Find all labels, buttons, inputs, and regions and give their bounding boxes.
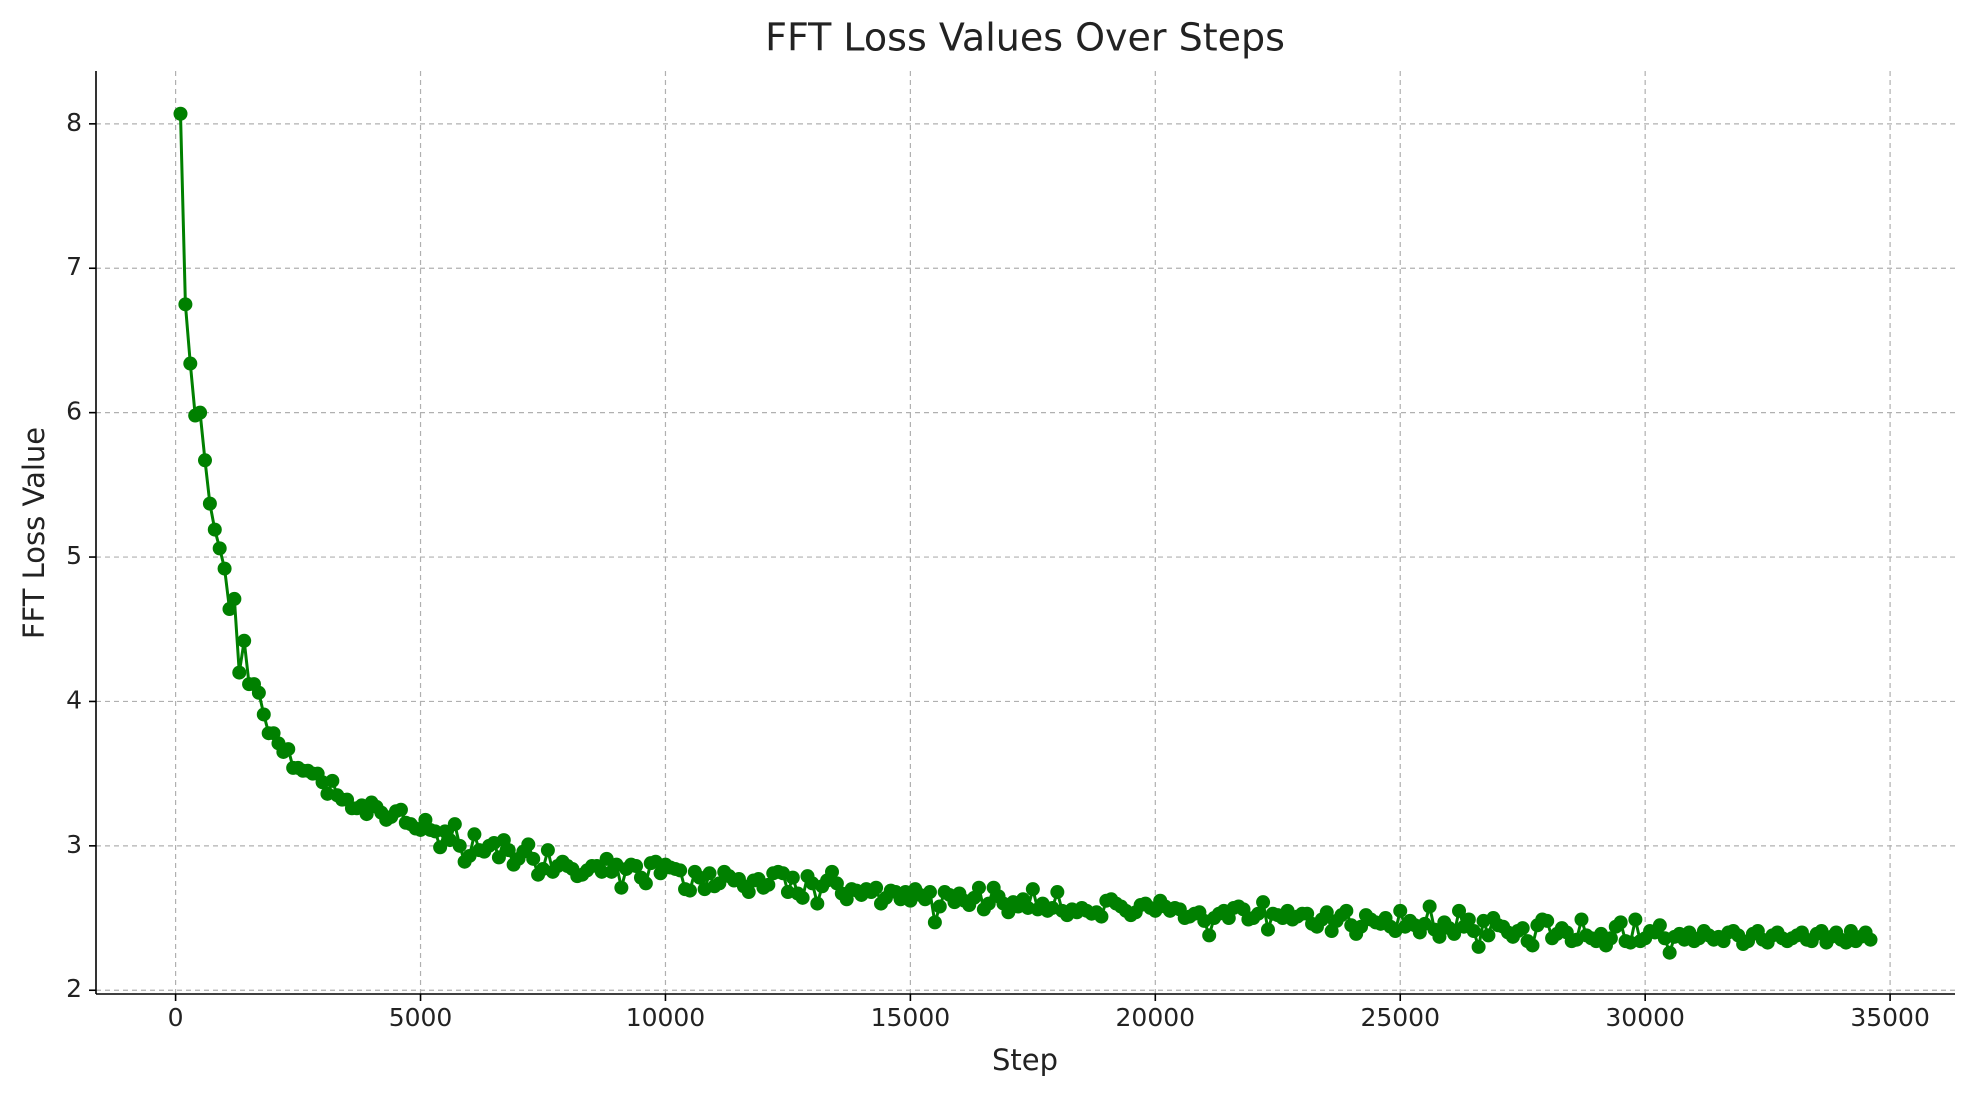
data-point [1652,918,1667,933]
data-point [178,297,193,312]
data-point [202,496,217,511]
data-point [702,866,717,881]
data-point [281,742,296,757]
data-point [467,827,482,842]
data-point [433,840,448,855]
data-point [1202,928,1217,943]
data-point [183,356,198,371]
data-point [173,106,188,121]
data-point [227,591,242,606]
data-point [1603,931,1618,946]
x-tick-label: 0 [168,1003,184,1032]
data-point [1339,903,1354,918]
data-point [594,864,609,879]
y-tick-label: 2 [66,974,82,1003]
data-point [1481,928,1496,943]
data-point [1447,926,1462,941]
data-point [232,665,247,680]
data-point [1050,885,1065,900]
y-tick-label: 3 [66,830,82,859]
data-point [932,899,947,914]
data-point [971,880,986,895]
data-point [428,824,443,839]
data-point [1354,919,1369,934]
x-tick-label: 25000 [1360,1003,1440,1032]
y-tick-label: 4 [66,685,82,714]
data-point [1471,939,1486,954]
data-point [1461,912,1476,927]
x-tick-label: 20000 [1116,1003,1196,1032]
data-point [761,877,776,892]
y-tick-label: 8 [66,108,82,137]
data-point [237,633,252,648]
data-point [712,876,727,891]
data-point [1256,895,1271,910]
x-tick-label: 10000 [626,1003,706,1032]
data-point [1432,929,1447,944]
y-tick-label: 6 [66,397,82,426]
data-point [682,883,697,898]
data-point [1319,905,1334,920]
data-point [741,885,756,900]
data-point [810,896,825,911]
data-point [325,773,340,788]
data-point [927,915,942,930]
x-tick-label: 30000 [1605,1003,1685,1032]
data-point [638,876,653,891]
data-point [1094,909,1109,924]
data-point [673,863,688,878]
data-point [1574,912,1589,927]
x-axis-label: Step [992,1043,1058,1077]
data-point [501,843,516,858]
data-point [521,837,536,852]
grid [96,71,1955,994]
data-point [447,817,462,832]
data-point [614,880,629,895]
data-point [785,870,800,885]
y-tick-label: 5 [66,541,82,570]
data-point [1466,924,1481,939]
data-point [869,880,884,895]
data-point [491,850,506,865]
data-point [795,890,810,905]
data-point [207,522,222,537]
data-point [452,838,467,853]
data-point [1540,913,1555,928]
data-point [197,453,212,468]
x-tick-label: 15000 [871,1003,951,1032]
data-point [1613,915,1628,930]
data-point [256,707,271,722]
data-point [1025,882,1040,897]
y-axis-label: FFT Loss Value [17,427,51,639]
data-point [1863,932,1878,947]
data-point [922,885,937,900]
data-point [1251,906,1266,921]
data-point [981,896,996,911]
data-point [251,685,266,700]
data-point [1452,903,1467,918]
data-point [1422,899,1437,914]
data-point [540,843,555,858]
x-tick-label: 35000 [1850,1003,1930,1032]
data-point [629,859,644,874]
data-point [1393,903,1408,918]
data-point [212,541,227,556]
data-point [359,807,374,822]
data-point [1260,922,1275,937]
data-point [1662,945,1677,960]
data-point [1515,921,1530,936]
data-point [1525,938,1540,953]
data-point [526,851,541,866]
x-tick-label: 5000 [389,1003,453,1032]
y-tick-label: 7 [66,252,82,281]
data-point [825,864,840,879]
data-point [393,802,408,817]
data-point [1628,912,1643,927]
chart-title: FFT Loss Values Over Steps [765,16,1285,60]
data-point [193,405,208,420]
plot-area [173,106,1878,960]
data-point [217,561,232,576]
